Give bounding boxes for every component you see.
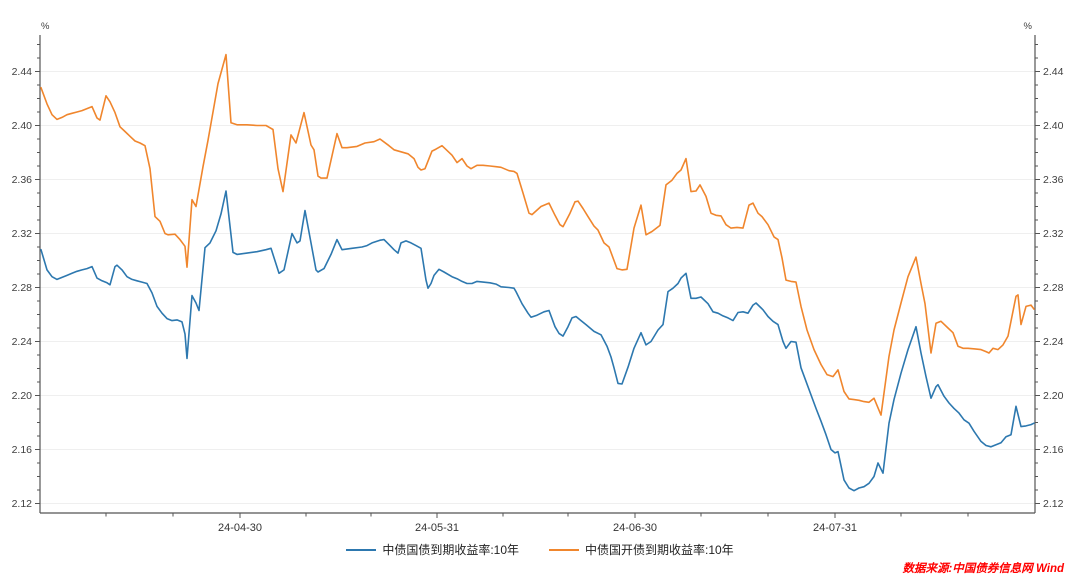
y-tick-label-left: 2.16 [12,444,33,456]
legend-item-cdb: 中债国开债到期收益率:10年 [549,541,734,558]
cdb-line-swatch [549,548,579,551]
axes [39,35,1036,514]
y-tick-label-left: 2.20 [12,390,33,402]
y-axis-ticks [35,44,1040,504]
y-tick-label-left: 2.24 [12,336,33,348]
y-tick-label-right: 2.32 [1043,228,1064,240]
y-axis-unit-right: % [1023,21,1032,32]
y-tick-label-left: 2.44 [12,66,33,78]
treasury-line-swatch [346,548,377,551]
legend-label-treasury: 中债国债到期收益率:10年 [382,543,519,557]
series-line-treasury [40,190,1035,492]
x-axis-ticks [105,513,969,518]
y-tick-label-right: 2.20 [1043,390,1064,402]
y-axis-labels: 2.44 2.44 2.40 2.40 2.36 2.36 2.32 2.32 2.28 2.28… [12,66,1064,510]
x-tick-label: 24-07-31 [813,522,857,534]
y-tick-label-left: 2.40 [12,120,33,132]
y-tick-label-left: 2.36 [12,174,33,186]
y-tick-label-right: 2.40 [1043,120,1064,132]
y-tick-label-left: 2.12 [12,498,33,510]
series-line-cdb [40,53,1035,416]
y-tick-label-right: 2.28 [1043,282,1064,294]
y-tick-label-right: 2.24 [1043,336,1064,348]
y-tick-label-left: 2.32 [12,228,33,240]
y-gridlines [40,71,1035,504]
x-tick-label: 24-04-30 [218,522,262,534]
y-axis-unit-left: % [41,21,50,32]
data-source-note: 数据来源:中国债券信息网 Wind [902,563,1064,575]
legend-item-treasury: 中债国债到期收益率:10年 [346,541,519,558]
x-tick-label: 24-06-30 [613,522,657,534]
legend: 中债国债到期收益率:10年 中债国开债到期收益率:10年 [0,541,1080,558]
y-tick-label-right: 2.12 [1043,498,1064,510]
y-tick-label-right: 2.16 [1043,444,1064,456]
y-tick-label-right: 2.36 [1043,174,1064,186]
y-tick-label-left: 2.28 [12,282,33,294]
x-axis-labels: 24-04-30 24-05-31 24-06-30 24-07-31 [218,522,857,534]
legend-label-cdb: 中债国开债到期收益率:10年 [585,543,734,557]
y-tick-label-right: 2.44 [1043,66,1064,78]
x-tick-label: 24-05-31 [415,522,459,534]
